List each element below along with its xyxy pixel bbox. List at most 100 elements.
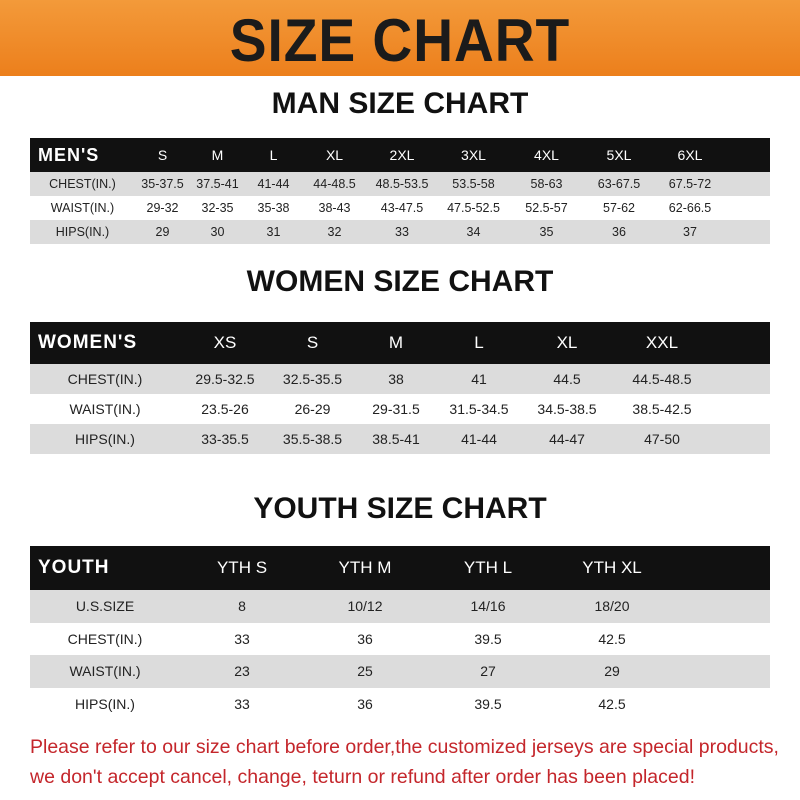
table-row: HIPS(IN.) 33 36 39.5 42.5 <box>30 687 770 720</box>
table-cell: 29-31.5 <box>372 401 420 417</box>
table-cell: M <box>388 333 404 352</box>
table-cell: 29 <box>155 225 170 239</box>
table-cell: M <box>211 147 224 163</box>
table-cell: YTH M <box>338 558 392 577</box>
table-cell: 48.5-53.5 <box>375 177 429 191</box>
table-cell: 44.5-48.5 <box>632 371 692 387</box>
row-label: CHEST(IN.) <box>67 371 143 387</box>
table-cell: 31 <box>266 225 281 239</box>
table-cell: YTH L <box>463 558 513 577</box>
row-label: WAIST(IN.) <box>69 663 141 680</box>
row-label: YOUTH <box>38 557 110 578</box>
table-cell: 35-37.5 <box>141 177 184 191</box>
table-cell: 41-44 <box>257 177 290 191</box>
table-cell: 47-50 <box>644 431 680 447</box>
table-cell: 14/16 <box>470 598 506 615</box>
table-cell: 26-29 <box>294 401 331 417</box>
table-cell: 8 <box>238 598 246 615</box>
table-cell: 62-66.5 <box>668 201 712 215</box>
table-cell: 44.5 <box>553 371 581 387</box>
table-row: WAIST(IN.) 23.5-26 26-29 29-31.5 31.5-34.5 34… <box>30 394 770 424</box>
table-cell: XS <box>213 333 237 352</box>
table-cell: 34 <box>466 225 481 239</box>
table-cell: 35.5-38.5 <box>282 431 343 447</box>
table-cell: 29 <box>604 663 620 680</box>
row-label: WAIST(IN.) <box>69 401 141 417</box>
row-label: MEN'S <box>38 144 100 165</box>
table-cell: 43-47.5 <box>380 201 424 215</box>
table-cell: 33 <box>234 695 250 712</box>
table-cell: 31.5-34.5 <box>449 401 509 417</box>
row-label: CHEST(IN.) <box>49 177 116 191</box>
table-cell: 32.5-35.5 <box>282 371 343 387</box>
youth-size-table: YOUTH YTH S YTH M YTH L YTH XL U.S.SIZE 8 10/12… <box>30 546 770 720</box>
table-cell: XL <box>325 147 344 163</box>
order-notice: Please refer to our size chart before or… <box>30 732 780 792</box>
table-cell: 2XL <box>389 147 415 163</box>
table-header-row: MEN'S S M L XL 2XL 3XL 4XL 5XL 6XL <box>30 138 770 172</box>
table-cell: 41-44 <box>461 431 497 447</box>
table-cell: 39.5 <box>474 630 502 647</box>
table-cell: 29-32 <box>146 201 179 215</box>
youth-section-title: YOUTH SIZE CHART <box>253 492 547 525</box>
table-row: WAIST(IN.) 23 25 27 29 <box>30 655 770 688</box>
table-cell: 10/12 <box>347 598 383 615</box>
order-notice-line-1: Please refer to our size chart before or… <box>30 736 779 758</box>
table-cell: S <box>306 333 319 352</box>
table-cell: 33-35.5 <box>201 431 249 447</box>
table-cell: 33 <box>234 630 250 647</box>
men-size-table: MEN'S S M L XL 2XL 3XL 4XL 5XL 6XL CHEST(IN.) 35-37… <box>30 138 770 244</box>
table-cell: 52.5-57 <box>525 201 568 215</box>
table-cell: YTH XL <box>582 558 642 577</box>
table-cell: 67.5-72 <box>668 177 712 191</box>
table-cell: 38-43 <box>318 201 351 215</box>
table-cell: 23 <box>234 663 250 680</box>
row-label: WAIST(IN.) <box>50 201 115 215</box>
table-row: CHEST(IN.) 35-37.5 37.5-41 41-44 44-48.5 48.5… <box>30 172 770 196</box>
table-cell: 35 <box>539 225 554 239</box>
table-cell: 53.5-58 <box>452 177 495 191</box>
table-row: HIPS(IN.) 29 30 31 32 33 34 35 36 37 <box>30 220 770 244</box>
row-label: HIPS(IN.) <box>75 431 135 447</box>
table-row: CHEST(IN.) 33 36 39.5 42.5 <box>30 622 770 655</box>
table-cell: 44-47 <box>549 431 585 447</box>
table-cell: 33 <box>395 225 409 239</box>
table-cell: XXL <box>645 333 679 352</box>
table-cell: 27 <box>480 663 496 680</box>
row-label: HIPS(IN.) <box>75 695 135 712</box>
table-cell: 42.5 <box>598 630 626 647</box>
table-cell: 3XL <box>461 147 486 163</box>
table-cell: 36 <box>357 630 373 647</box>
table-cell: 29.5-32.5 <box>195 371 255 387</box>
table-cell: 36 <box>357 695 373 712</box>
row-label: U.S.SIZE <box>75 598 135 615</box>
table-cell: 37 <box>683 225 697 239</box>
women-size-table: WOMEN'S XS S M L XL XXL CHEST(IN.) 29.5-32.5 32.5… <box>30 322 770 454</box>
table-cell: 32-35 <box>201 201 234 215</box>
table-cell: S <box>157 147 168 163</box>
table-cell: 5XL <box>606 147 632 163</box>
table-cell: 44-48.5 <box>313 177 356 191</box>
table-cell: 34.5-38.5 <box>537 401 597 417</box>
table-row: HIPS(IN.) 33-35.5 35.5-38.5 38.5-41 41-44 44-… <box>30 424 770 454</box>
row-label: HIPS(IN.) <box>55 225 110 239</box>
table-cell: YTH S <box>216 558 268 577</box>
table-cell: 63-67.5 <box>597 177 641 191</box>
table-row: CHEST(IN.) 29.5-32.5 32.5-35.5 38 41 44.5 44.5… <box>30 364 770 394</box>
table-cell: L <box>269 147 278 163</box>
table-cell: 23.5-26 <box>201 401 249 417</box>
row-label: WOMEN'S <box>38 332 138 353</box>
table-cell: 58-63 <box>530 177 563 191</box>
table-cell: 38.5-42.5 <box>632 401 692 417</box>
table-cell: 57-62 <box>603 201 635 215</box>
table-cell: 47.5-52.5 <box>447 201 500 215</box>
table-header-row: WOMEN'S XS S M L XL XXL <box>30 322 770 364</box>
table-row: WAIST(IN.) 29-32 32-35 35-38 38-43 43-47.5 47.… <box>30 196 770 220</box>
table-cell: 25 <box>357 663 373 680</box>
table-cell: L <box>474 333 484 352</box>
table-cell: 18/20 <box>594 598 630 615</box>
table-cell: 30 <box>210 225 225 239</box>
table-cell: 32 <box>327 225 342 239</box>
row-label: CHEST(IN.) <box>67 630 143 647</box>
table-cell: 35-38 <box>257 201 290 215</box>
